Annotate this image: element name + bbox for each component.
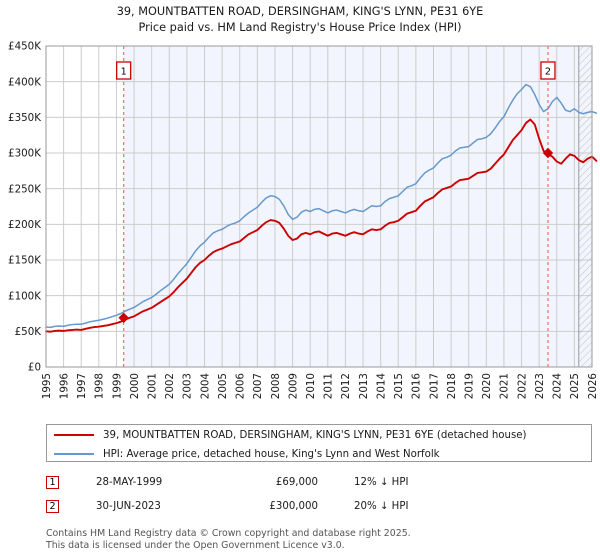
- x-axis-tick-label: 2004: [199, 373, 211, 399]
- legend-label-hpi: HPI: Average price, detached house, King…: [103, 448, 440, 460]
- x-axis-tick-label: 2020: [481, 373, 493, 399]
- legend-swatch-hpi: [54, 453, 94, 455]
- attribution-footer: Contains HM Land Registry data © Crown c…: [46, 528, 592, 551]
- y-axis-tick-label: £250K: [8, 183, 41, 195]
- x-axis-tick-label: 2017: [428, 373, 440, 399]
- annotation-marker-label: 1: [121, 67, 127, 78]
- y-axis-tick-label: £200K: [8, 219, 41, 231]
- transaction-index-badge: 2: [46, 499, 59, 513]
- x-axis-tick-label: 2011: [323, 373, 335, 399]
- sale-point-marker[interactable]: [542, 147, 554, 159]
- page-title: 39, MOUNTBATTEN ROAD, DERSINGHAM, KING'S…: [0, 4, 600, 36]
- annotation-marker-box[interactable]: [116, 61, 132, 80]
- x-axis-tick-label: 2024: [552, 373, 564, 399]
- x-axis-tick-label: 2018: [446, 373, 458, 399]
- y-axis-tick-label: £50K: [15, 326, 42, 338]
- table-row: 2 30-JUN-2023 £300,000 20% ↓ HPI: [46, 494, 592, 518]
- x-axis-tick-label: 2002: [164, 373, 176, 399]
- sale-point-marker[interactable]: [118, 312, 129, 323]
- series-line-hpi: [45, 83, 598, 329]
- x-axis-tick-label: 2014: [375, 373, 387, 399]
- x-axis-tick-label: 2022: [516, 373, 528, 399]
- y-axis-tick-label: £150K: [8, 255, 41, 267]
- y-axis-tick-label: £300K: [8, 148, 41, 160]
- annotation-marker-box[interactable]: [540, 61, 556, 80]
- x-axis-tick-label: 2023: [534, 373, 546, 399]
- x-axis-tick-label: 2006: [235, 373, 247, 399]
- x-axis-tick-label: 2007: [252, 373, 264, 399]
- chart-legend: 39, MOUNTBATTEN ROAD, DERSINGHAM, KING'S…: [46, 424, 592, 462]
- x-axis-tick-label: 2003: [182, 373, 194, 399]
- x-axis-tick-label: 2015: [393, 373, 405, 399]
- y-axis-tick-label: £400K: [8, 76, 41, 88]
- x-axis-tick-label: 1997: [76, 373, 88, 399]
- y-axis-tick-label: £350K: [8, 112, 41, 124]
- transaction-hpi-delta: 12% ↓ HPI: [354, 476, 409, 488]
- x-axis-tick-label: 2012: [340, 373, 352, 399]
- x-axis-tick-label: 1999: [111, 373, 123, 399]
- projection-hatch-band: [578, 46, 592, 367]
- x-axis-tick-label: 2021: [499, 373, 511, 399]
- page-title-line-2: Price paid vs. HM Land Registry's House …: [138, 21, 462, 34]
- transaction-price: £300,000: [269, 500, 318, 512]
- x-axis-tick-label: 1996: [58, 373, 70, 399]
- plot-border: [45, 45, 593, 368]
- price-chart: £0 £50K £100K £150K £200K £250K £300K £350K £400…: [8, 41, 599, 400]
- table-row: 1 28-MAY-1999 £69,000 12% ↓ HPI: [46, 470, 592, 494]
- transactions-table: 1 28-MAY-1999 £69,000 12% ↓ HPI 2 30-JUN…: [46, 470, 592, 518]
- legend-item-price-paid: 39, MOUNTBATTEN ROAD, DERSINGHAM, KING'S…: [47, 426, 591, 444]
- x-axis-tick-label: 2001: [146, 373, 158, 399]
- transaction-hpi-delta: 20% ↓ HPI: [354, 500, 409, 512]
- x-axis-tick-label: 2009: [287, 373, 299, 399]
- y-axis-tick-label: £0: [28, 362, 41, 374]
- x-axis-tick-label: 2005: [217, 373, 229, 399]
- x-axis-tick-label: 2025: [569, 373, 581, 399]
- transaction-date: 28-MAY-1999: [96, 476, 163, 488]
- x-axis-tick-label: 2013: [358, 373, 370, 399]
- x-axis-tick-label: 2000: [129, 373, 141, 399]
- annotation-marker-label: 2: [545, 67, 551, 78]
- attribution-line-1: Contains HM Land Registry data © Crown c…: [46, 528, 411, 539]
- attribution-line-2: This data is licensed under the Open Gov…: [46, 539, 345, 551]
- x-axis-tick-label: 2026: [587, 373, 599, 399]
- legend-swatch-price-paid: [54, 434, 94, 436]
- x-axis-tick-label: 2019: [464, 373, 476, 399]
- page-title-line-1: 39, MOUNTBATTEN ROAD, DERSINGHAM, KING'S…: [116, 5, 484, 18]
- x-axis-tick-label: 1995: [41, 373, 53, 399]
- legend-item-hpi: HPI: Average price, detached house, King…: [47, 445, 591, 463]
- y-axis-tick-label: £100K: [8, 290, 41, 302]
- legend-label-price-paid: 39, MOUNTBATTEN ROAD, DERSINGHAM, KING'S…: [103, 429, 527, 441]
- x-axis-tick-label: 2010: [305, 373, 317, 399]
- x-axis-tick-label: 1998: [94, 373, 106, 399]
- x-axis-tick-label: 2008: [270, 373, 282, 399]
- series-line-price-paid: [45, 118, 598, 333]
- transaction-price: £69,000: [275, 476, 318, 488]
- y-axis-tick-label: £450K: [8, 41, 41, 53]
- transaction-date: 30-JUN-2023: [96, 500, 161, 512]
- transaction-index-badge: 1: [46, 475, 59, 489]
- x-axis-tick-label: 2016: [411, 373, 423, 399]
